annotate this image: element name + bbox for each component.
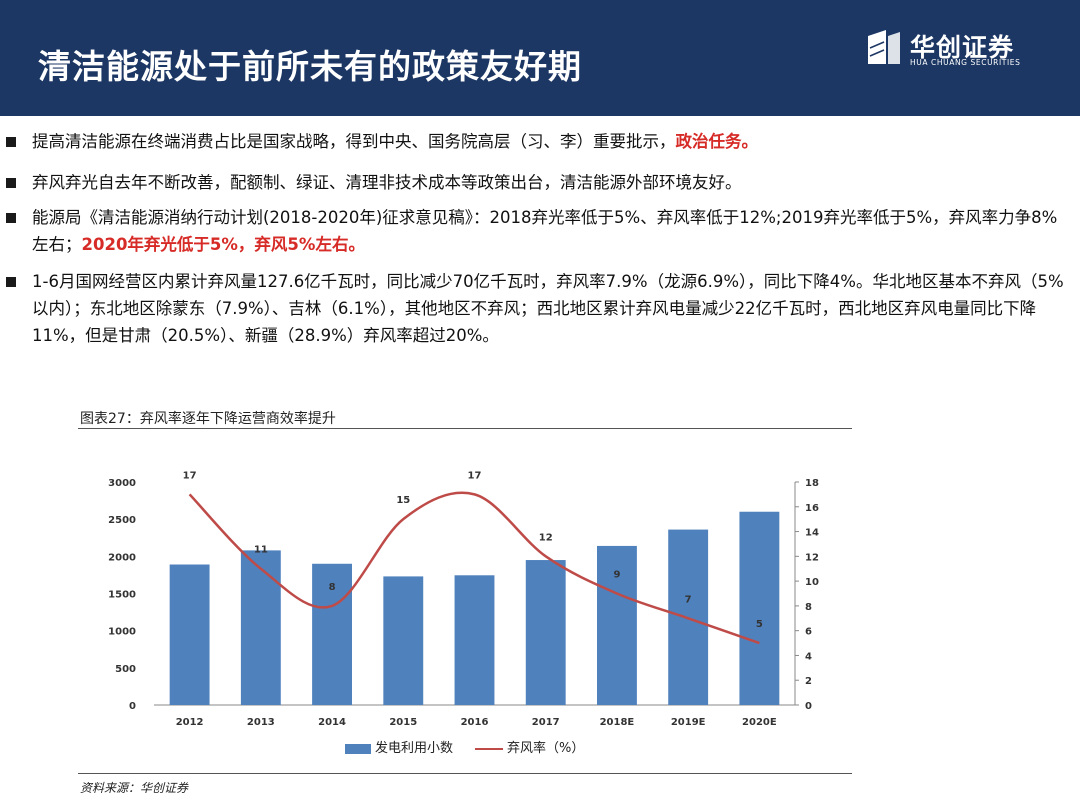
line-data-label: 11 (254, 545, 268, 556)
bullet-highlight: 2020年弃光低于5%，弃风5%左右。 (81, 235, 365, 254)
bar-2020E (739, 511, 780, 705)
left-y-tick-label: 2000 (108, 552, 136, 563)
figure-bottom-divider (78, 773, 852, 774)
logo-mark-icon (868, 30, 900, 64)
x-tick-label: 2019E (671, 717, 706, 728)
bullet-text-part: 弃风弃光自去年不断改善，配额制、绿证、清理非技术成本等政策出台，清洁能源外部环境… (32, 173, 742, 192)
bullet-highlight: 政治任务。 (675, 132, 759, 151)
bullet-text-part: 能源局《清洁能源消纳行动计划(2018-2020年)征求意见稿》：2018弃光率… (32, 208, 1058, 254)
bullet-text-part: 1-6月国网经营区内累计弃风量127.6亿千瓦时，同比减少70亿千瓦时，弃风率7… (32, 272, 1064, 345)
right-y-tick-label: 12 (805, 552, 819, 563)
page-title: 清洁能源处于前所未有的政策友好期 (38, 47, 582, 86)
x-tick-label: 2020E (742, 717, 777, 728)
x-tick-label: 2015 (389, 717, 417, 728)
bullet-text-part: 提高清洁能源在终端消费占比是国家战略，得到中央、国务院高层（习、李）重要批示， (32, 132, 676, 151)
right-y-tick-label: 10 (805, 577, 819, 588)
right-y-tick-label: 2 (805, 676, 812, 687)
company-logo: 华创证券 HUA CHUANG SECURITIES (864, 26, 1024, 72)
bar-2018E (597, 545, 637, 705)
logo-text-en: HUA CHUANG SECURITIES (910, 58, 1021, 67)
left-y-tick-label: 1000 (108, 627, 136, 638)
bullet-text: 提高清洁能源在终端消费占比是国家战略，得到中央、国务院高层（习、李）重要批示，政… (32, 128, 1067, 155)
x-tick-label: 2018E (600, 717, 635, 728)
x-tick-label: 2013 (247, 717, 275, 728)
bullet-text: 弃风弃光自去年不断改善，配额制、绿证、清理非技术成本等政策出台，清洁能源外部环境… (32, 169, 1067, 196)
header-bar: 清洁能源处于前所未有的政策友好期 华创证券 HUA CHUANG SECURIT… (0, 0, 1080, 116)
line-data-label: 17 (468, 470, 482, 481)
x-tick-label: 2017 (532, 717, 560, 728)
figure-title-divider (78, 428, 852, 429)
logo-text-cn: 华创证券 (910, 33, 1015, 62)
right-y-tick-label: 6 (805, 627, 812, 638)
source-note: 资料来源：华创证券 (80, 781, 189, 795)
bar-2014 (312, 563, 352, 705)
line-data-label: 15 (396, 495, 410, 506)
bullet-text: 1-6月国网经营区内累计弃风量127.6亿千瓦时，同比减少70亿千瓦时，弃风率7… (32, 268, 1067, 349)
right-y-tick-label: 4 (805, 651, 812, 662)
right-y-tick-label: 8 (805, 602, 812, 613)
line-data-label: 5 (756, 619, 763, 630)
line-data-label: 17 (183, 470, 197, 481)
legend-item-bars: 发电利用小数 (345, 737, 453, 756)
right-y-tick-label: 18 (805, 478, 819, 489)
legend-swatch-line (475, 747, 503, 750)
line-data-label: 9 (613, 570, 620, 581)
legend-item-line: 弃风率（%） (475, 737, 584, 756)
x-tick-label: 2016 (461, 717, 489, 728)
legend-label-line: 弃风率（%） (507, 741, 585, 756)
wind-curtailment-chart: 0 500 1000 1500 2000 2500 3000 0 2 4 6 8 10 12 14 16 18 2… (108, 470, 819, 728)
bar-2015 (383, 576, 424, 705)
curtailment-rate-line (188, 491, 760, 645)
bar-2016 (454, 575, 495, 705)
x-tick-label: 2012 (176, 717, 204, 728)
bar-2013 (240, 550, 281, 705)
bullet-text: 能源局《清洁能源消纳行动计划(2018-2020年)征求意见稿》：2018弃光率… (32, 204, 1067, 258)
right-y-tick-label: 16 (805, 503, 819, 514)
x-tick-label: 2014 (318, 717, 346, 728)
left-y-tick-label: 3000 (108, 478, 136, 489)
bullet-square-icon (6, 178, 16, 188)
bullet-square-icon (6, 137, 16, 147)
legend-label-bars: 发电利用小数 (375, 741, 454, 756)
left-y-tick-label: 500 (115, 664, 136, 675)
legend-swatch-bars (345, 743, 371, 754)
left-y-tick-label: 2500 (108, 515, 136, 526)
bar-2012 (169, 564, 210, 705)
line-data-label: 7 (685, 594, 692, 605)
left-y-tick-label: 0 (129, 701, 136, 712)
line-data-label: 12 (539, 532, 553, 543)
bar-2017 (525, 560, 566, 705)
right-y-tick-label: 0 (805, 701, 812, 712)
right-y-tick-label: 14 (805, 528, 819, 539)
figure-title: 图表27：弃风率逐年下降运营商效率提升 (80, 411, 336, 427)
line-data-label: 8 (329, 582, 336, 593)
bullet-square-icon (6, 213, 16, 223)
bullet-square-icon (6, 277, 16, 287)
left-y-tick-label: 1500 (108, 590, 136, 601)
